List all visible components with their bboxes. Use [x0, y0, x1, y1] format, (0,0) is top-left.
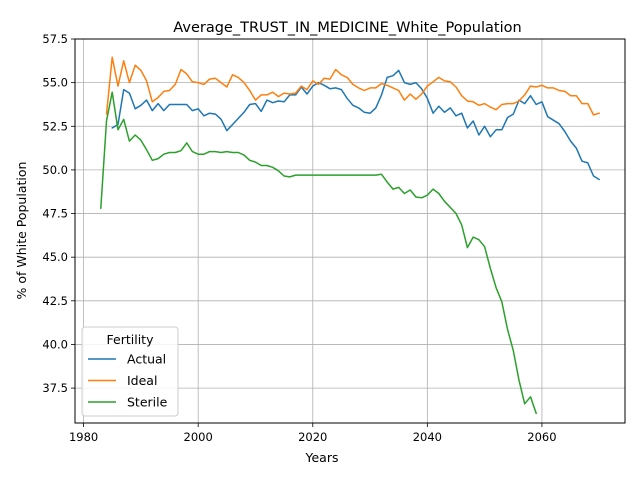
legend-box	[81, 326, 179, 417]
x-tick-label: 2060	[527, 430, 556, 444]
y-tick-label: 37.5	[42, 381, 68, 395]
series-line-sterile	[100, 91, 537, 415]
series-line-actual	[111, 69, 600, 181]
x-axis-ticks: 1980 2000 2020 2040 2060	[69, 423, 557, 444]
legend-title: Fertility	[107, 332, 155, 347]
x-tick-label: 2040	[413, 430, 442, 444]
legend-label-ideal: Ideal	[127, 373, 157, 388]
chart-title: Average_TRUST_IN_MEDICINE_White_Populati…	[173, 20, 521, 36]
y-tick-label: 45.0	[42, 250, 68, 264]
legend: Fertility Actual Ideal Sterile	[81, 326, 179, 417]
plot-frame	[74, 38, 626, 424]
y-axis-label: % of White Population	[14, 162, 29, 300]
legend-label-sterile: Sterile	[127, 395, 168, 410]
x-axis-label: Years	[305, 450, 339, 465]
y-tick-label: 42.5	[42, 294, 68, 308]
y-tick-label: 55.0	[42, 76, 68, 90]
y-tick-label: 47.5	[42, 207, 68, 221]
legend-entries: Actual Ideal Sterile	[88, 352, 168, 410]
series-lines	[100, 56, 600, 415]
y-tick-label: 50.0	[42, 163, 68, 177]
x-tick-label: 2020	[298, 430, 327, 444]
y-tick-label: 40.0	[42, 337, 68, 351]
y-tick-label: 52.5	[42, 119, 68, 133]
x-tick-label: 2000	[184, 430, 213, 444]
y-axis-ticks: 37.5 40.0 42.5 45.0 47.5 50.0 52.5 55.0 57.5	[42, 32, 75, 395]
series-line-ideal	[105, 56, 600, 116]
x-tick-label: 1980	[69, 430, 98, 444]
legend-label-actual: Actual	[127, 352, 166, 367]
y-tick-label: 57.5	[42, 32, 68, 46]
